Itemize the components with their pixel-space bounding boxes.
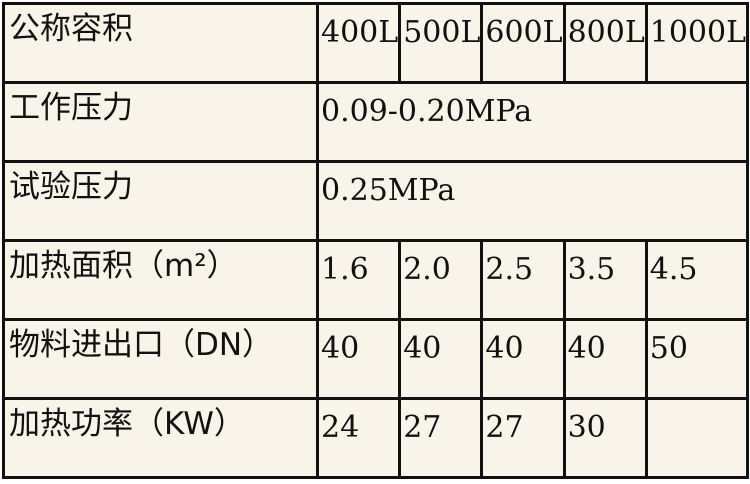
table-cell: 400L bbox=[315, 2, 402, 84]
row-label: 工作压力 bbox=[2, 81, 319, 163]
table-cell: 40 bbox=[562, 318, 648, 400]
table-cell: 0.09-0.20MPa bbox=[315, 81, 750, 163]
table-row-working-pressure: 工作压力 0.09-0.20MPa bbox=[2, 81, 750, 163]
table-cell bbox=[644, 397, 750, 479]
table-cell: 30 bbox=[562, 397, 648, 479]
row-label: 物料进出口（DN） bbox=[2, 318, 319, 400]
table-row-heating-area: 加热面积（m²） 1.6 2.0 2.5 3.5 4.5 bbox=[2, 239, 750, 321]
table-cell: 0.25MPa bbox=[315, 160, 750, 242]
table-cell: 1.6 bbox=[315, 239, 402, 321]
table-cell: 4.5 bbox=[644, 239, 750, 321]
table-cell: 40 bbox=[480, 318, 566, 400]
table-cell: 600L bbox=[480, 2, 566, 84]
table-cell: 27 bbox=[398, 397, 484, 479]
table-cell: 40 bbox=[315, 318, 402, 400]
table-cell: 24 bbox=[315, 397, 402, 479]
row-label: 加热面积（m²） bbox=[2, 239, 319, 321]
table-cell: 50 bbox=[644, 318, 750, 400]
table-cell: 1000L bbox=[644, 2, 750, 84]
table-row-heating-power: 加热功率（KW） 24 27 27 30 bbox=[2, 397, 750, 479]
table-row-volume: 公称容积 400L 500L 600L 800L 1000L bbox=[2, 2, 750, 84]
table-cell: 2.5 bbox=[480, 239, 566, 321]
table-cell: 27 bbox=[480, 397, 566, 479]
row-label: 公称容积 bbox=[2, 2, 319, 84]
row-label: 加热功率（KW） bbox=[2, 397, 319, 479]
table-cell: 40 bbox=[398, 318, 484, 400]
table-cell: 2.0 bbox=[398, 239, 484, 321]
table-cell: 3.5 bbox=[562, 239, 648, 321]
table-cell: 800L bbox=[562, 2, 648, 84]
table-cell: 500L bbox=[398, 2, 484, 84]
table-row-test-pressure: 试验压力 0.25MPa bbox=[2, 160, 750, 242]
row-label: 试验压力 bbox=[2, 160, 319, 242]
table-row-inlet-outlet: 物料进出口（DN） 40 40 40 40 50 bbox=[2, 318, 750, 400]
